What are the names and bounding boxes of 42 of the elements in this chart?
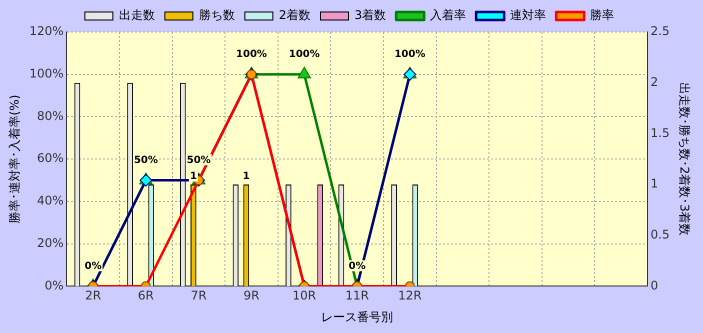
- data-label: 1: [242, 171, 250, 182]
- x-axis-title: レース番号別: [321, 310, 394, 324]
- x-tick-label: 10R: [292, 288, 316, 303]
- x-tick-label: 12R: [398, 288, 422, 303]
- legend-label: 入着率: [430, 8, 466, 22]
- y2-tick-label: 2.5: [650, 24, 670, 38]
- data-label: 100%: [236, 48, 267, 60]
- y-tick-label: 0%: [44, 278, 64, 292]
- data-label: 0%: [84, 260, 102, 272]
- x-tick-label: 9R: [244, 288, 260, 303]
- x-tick-label: 6R: [138, 288, 154, 303]
- legend-label: 出走数: [118, 8, 155, 22]
- y2-tick-label: 0: [650, 278, 658, 292]
- point: [298, 66, 311, 78]
- legend-label: 勝率: [590, 8, 614, 22]
- y-tick-label: 20%: [37, 236, 64, 250]
- data-label: 50%: [134, 154, 158, 166]
- x-tick-label: 7R: [190, 288, 207, 303]
- y2-tick-label: 2: [650, 74, 658, 89]
- legend-label: 3着数: [354, 8, 386, 22]
- y-tick-label: 40%: [37, 194, 64, 208]
- point: [404, 68, 416, 81]
- legend-label: 2着数: [278, 8, 311, 22]
- point: [140, 174, 152, 187]
- data-label: 100%: [394, 48, 426, 60]
- y-tick-label: 100%: [29, 66, 64, 80]
- y2-tick-label: 1.5: [650, 126, 670, 140]
- legend-label: 連対率: [510, 8, 546, 22]
- data-label: 100%: [288, 48, 320, 60]
- y2-tick-label: 0.5: [650, 227, 670, 242]
- y-tick-label: 60%: [37, 151, 64, 166]
- data-label: 1: [190, 171, 197, 182]
- y2-axis-title: 出走数･勝ち数･2着数･3着数: [678, 82, 692, 236]
- y-tick-label: 120%: [29, 24, 64, 38]
- y2-tick-label: 1: [650, 176, 658, 191]
- x-tick-label: 2R: [85, 288, 102, 303]
- x-tick-label: 11R: [345, 288, 369, 303]
- y-axis-title: 勝率･連対率･入着率(%): [7, 94, 22, 224]
- y-tick-label: 80%: [37, 108, 64, 123]
- data-label: 50%: [186, 154, 211, 166]
- data-label: 0%: [348, 260, 366, 272]
- legend-label: 勝ち数: [198, 8, 235, 22]
